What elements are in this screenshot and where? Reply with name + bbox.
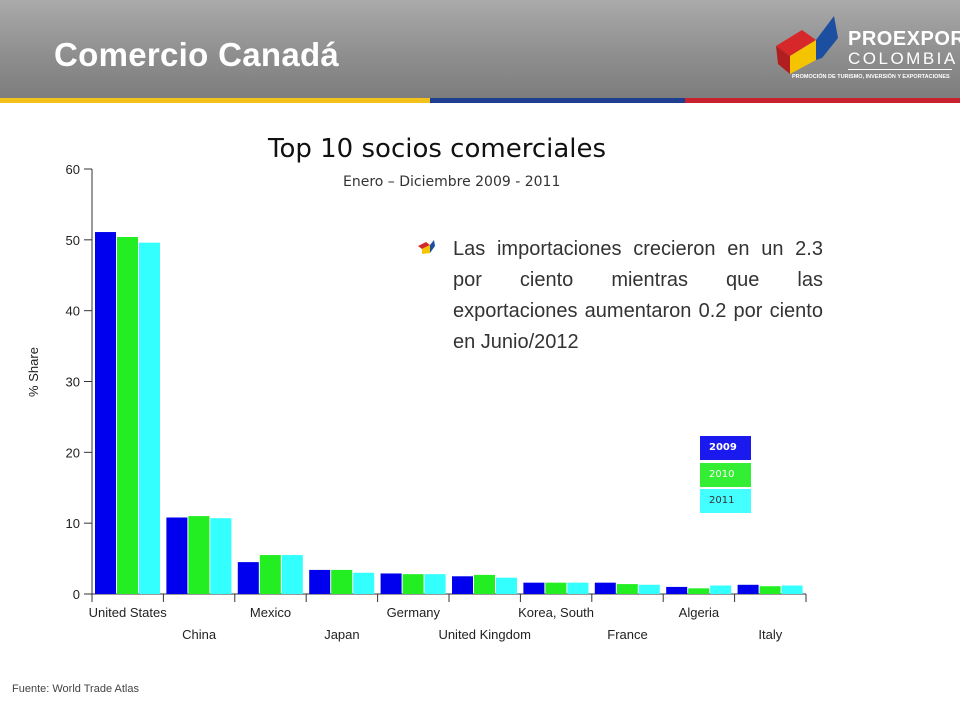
bar-2011-germany: [424, 574, 446, 594]
header-stripe-yellow: [0, 98, 430, 103]
logo-name-line2: COLOMBIA: [848, 49, 958, 68]
logo-divider: [848, 69, 952, 70]
bar-2009-algeria: [666, 586, 688, 594]
bar-2009-france: [594, 582, 616, 594]
bar-2009-mexico: [237, 562, 259, 594]
x-category-label: Korea, South: [518, 605, 594, 620]
slide-header: Comercio Canadá PROEXPORT COLOMBIA PROMO…: [0, 0, 960, 103]
logo-house-icon: [776, 16, 838, 74]
bar-2010-france: [616, 584, 638, 594]
legend-item-2010: 2010: [700, 463, 751, 487]
bar-2009-korea-south: [523, 582, 545, 594]
bar-2010-japan: [331, 569, 353, 594]
header-stripe-red: [685, 98, 960, 103]
x-category-label: Algeria: [679, 605, 720, 620]
bar-2009-italy: [737, 584, 759, 594]
bar-2010-united-states: [117, 237, 138, 594]
bar-2010-algeria: [688, 588, 710, 594]
legend-item-2011: 2011: [700, 489, 751, 513]
note-text: Las importaciones crecieron en un 2.3 po…: [453, 238, 823, 353]
bar-2009-united-kingdom: [452, 576, 473, 594]
y-tick-label: 0: [73, 587, 80, 602]
bar-2011-algeria: [710, 585, 732, 594]
y-tick-label: 60: [66, 162, 80, 177]
x-category-label: Italy: [758, 627, 782, 642]
bar-2011-united-kingdom: [496, 577, 517, 594]
bar-2009-china: [166, 517, 188, 594]
bullet-icon: [418, 240, 435, 254]
bar-2010-china: [188, 516, 210, 594]
source-note: Fuente: World Trade Atlas: [12, 683, 139, 695]
chart-title: Top 10 socios comerciales: [268, 134, 607, 164]
header-stripe-blue: [430, 98, 685, 103]
x-category-label: Japan: [324, 627, 359, 642]
x-category-label: China: [182, 627, 217, 642]
y-tick-label: 50: [66, 233, 80, 248]
bar-2009-japan: [309, 569, 331, 594]
chart-subtitle: Enero – Diciembre 2009 - 2011: [343, 174, 561, 190]
x-category-label: Mexico: [250, 605, 291, 620]
bar-2011-united-states: [139, 242, 160, 594]
x-category-label: Germany: [387, 605, 441, 620]
slide-title: Comercio Canadá: [54, 36, 340, 73]
bar-2009-united-states: [95, 232, 116, 594]
bar-2010-korea-south: [545, 582, 567, 594]
proexport-logo: PROEXPORT COLOMBIA PROMOCIÓN DE TURISMO,…: [772, 14, 960, 94]
legend-item-2009: 2009: [700, 436, 751, 460]
bar-2011-france: [638, 584, 660, 594]
y-tick-label: 10: [66, 516, 80, 531]
x-category-label: United States: [89, 605, 168, 620]
logo-name-line1: PROEXPORT: [848, 28, 960, 50]
bar-2011-china: [210, 518, 232, 594]
y-tick-label: 30: [66, 375, 80, 390]
bar-2011-italy: [781, 585, 803, 594]
y-tick-label: 40: [66, 304, 80, 319]
bar-2010-italy: [759, 586, 781, 594]
logo-tagline: PROMOCIÓN DE TURISMO, INVERSIÓN Y EXPORT…: [792, 74, 950, 80]
bar-2011-korea-south: [567, 582, 589, 594]
bar-2010-united-kingdom: [474, 574, 495, 594]
bar-2010-germany: [402, 574, 424, 594]
bar-2011-japan: [353, 572, 375, 594]
x-category-label: France: [607, 627, 647, 642]
y-axis-label: % Share: [26, 347, 41, 397]
bar-2010-mexico: [259, 555, 281, 594]
x-category-label: United Kingdom: [438, 627, 531, 642]
y-tick-label: 20: [66, 445, 80, 460]
bar-2011-mexico: [281, 555, 303, 594]
bar-2009-germany: [380, 573, 402, 594]
